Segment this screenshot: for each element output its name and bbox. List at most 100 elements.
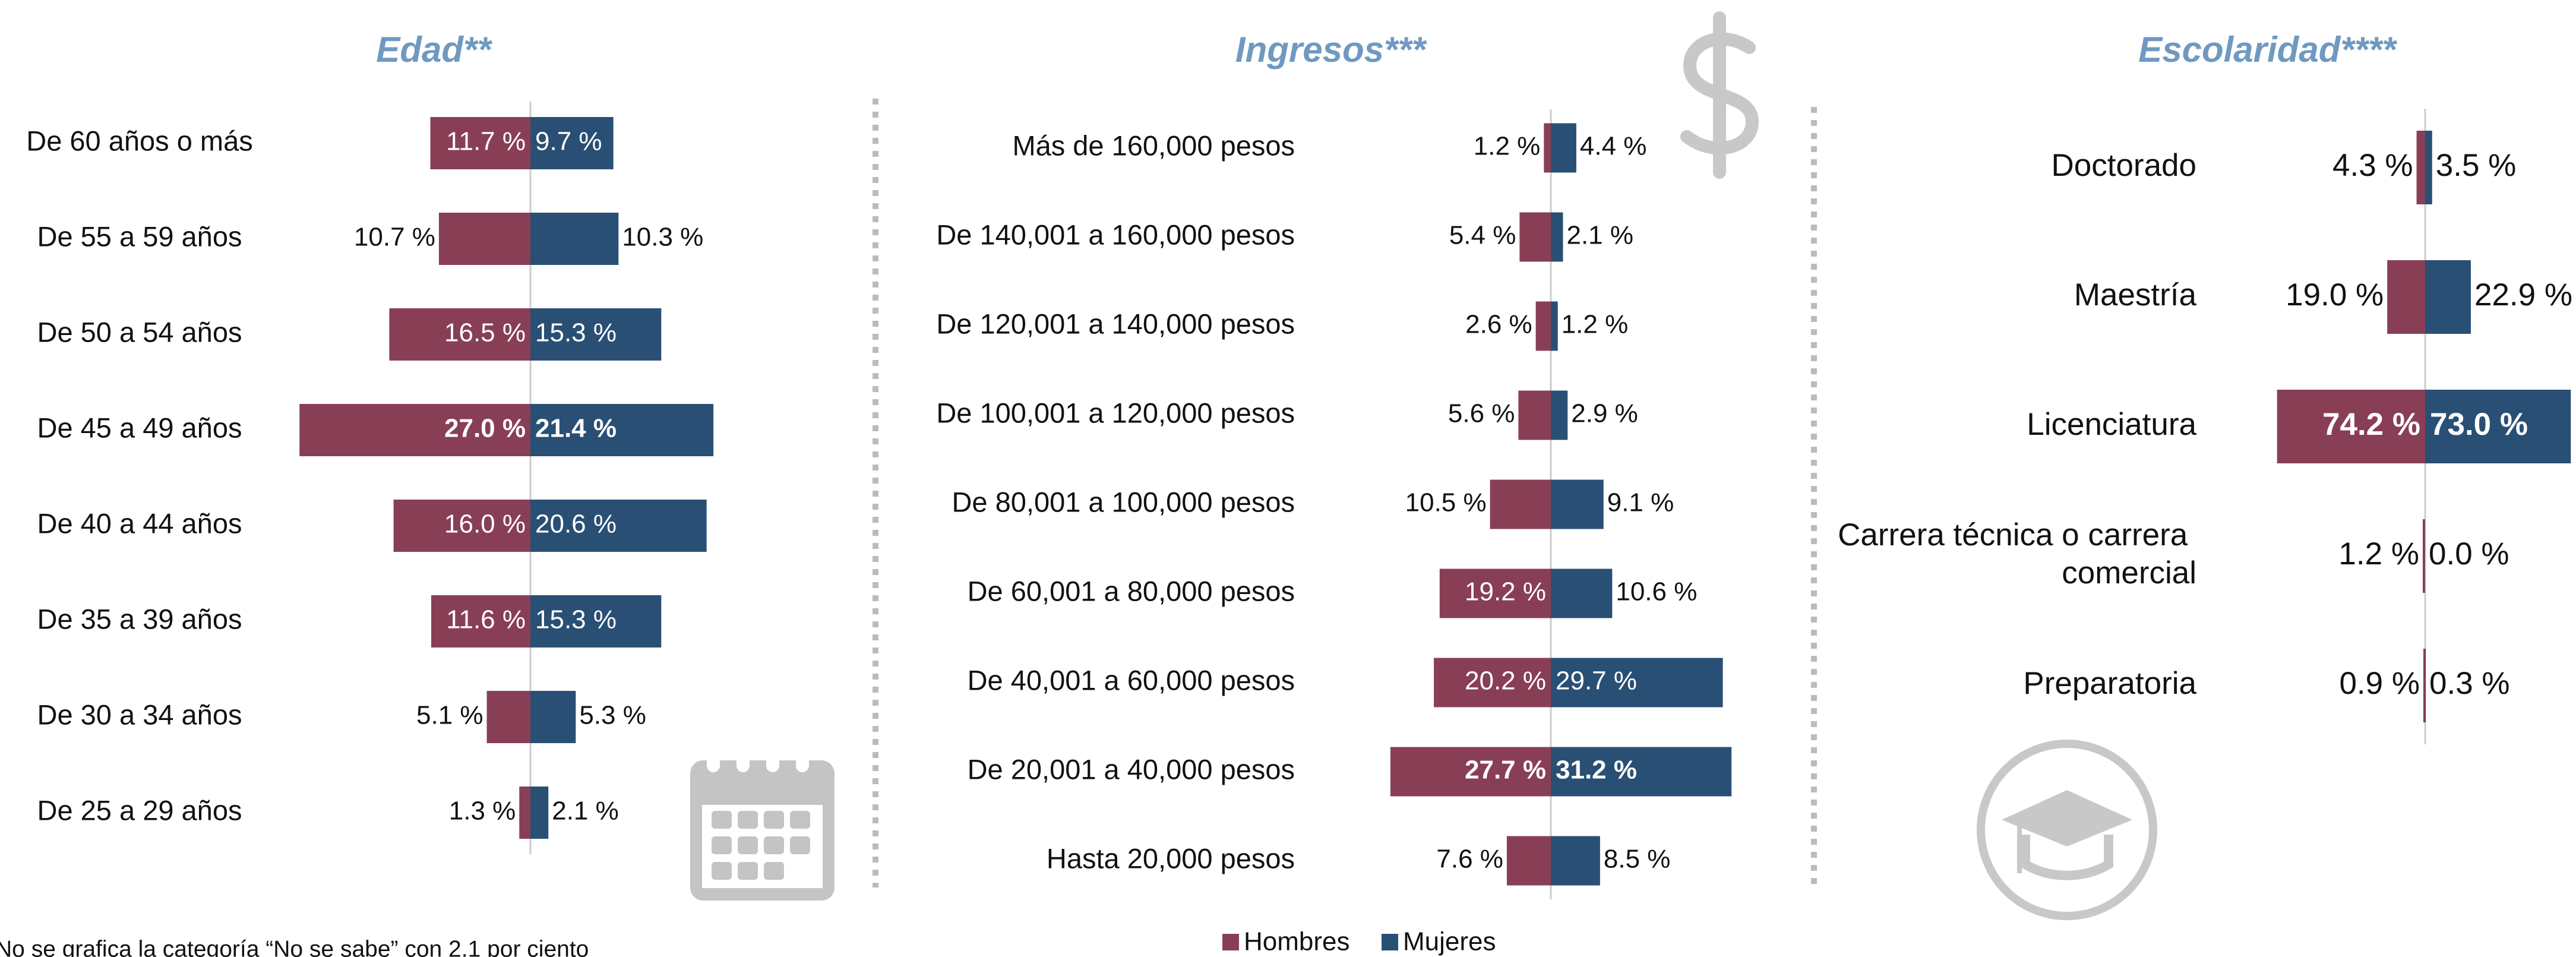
category-label: De 20,001 a 40,000 pesos [968, 753, 1295, 785]
value-label: 9.1 % [1607, 488, 1674, 517]
bar [2425, 390, 2571, 463]
value-label: 2.1 % [1566, 221, 1633, 250]
bar [530, 117, 614, 169]
bar [1390, 747, 1551, 797]
value-label: 5.4 % [1449, 221, 1516, 250]
category-label: Hasta 20,000 pesos [1047, 842, 1295, 874]
category-label: De 80,001 a 100,000 pesos [952, 486, 1295, 517]
bar [2422, 519, 2425, 593]
bar [389, 308, 530, 361]
value-label: 21.4 % [535, 414, 617, 443]
value-label: 27.7 % [1465, 756, 1546, 785]
value-label: 27.0 % [444, 414, 526, 443]
bar [530, 787, 549, 839]
value-label: 4.4 % [1580, 132, 1647, 161]
category-label: De 50 a 54 años [37, 316, 242, 348]
category-label: Más de 160,000 pesos [1012, 130, 1295, 161]
bar [1551, 568, 1613, 618]
bar [431, 595, 530, 648]
bar [1506, 836, 1551, 886]
bar [2277, 390, 2425, 463]
bar [1551, 658, 1723, 708]
category-label: De 45 a 49 años [37, 412, 242, 443]
value-label: 19.2 % [1465, 577, 1546, 607]
value-label: 16.5 % [444, 318, 526, 348]
category-label: De 100,001 a 120,000 pesos [936, 397, 1295, 428]
value-label: 11.6 % [446, 605, 526, 634]
bar [299, 404, 530, 456]
value-label: 5.6 % [1448, 399, 1515, 428]
value-label: 8.5 % [1604, 845, 1671, 874]
bar [2425, 260, 2471, 334]
bar [1490, 479, 1551, 529]
value-label: 0.0 % [2429, 536, 2509, 571]
bar [1551, 301, 1558, 351]
value-label: 10.6 % [1616, 577, 1697, 607]
bar [530, 500, 707, 552]
category-label: De 40 a 44 años [37, 507, 242, 539]
bar [1551, 123, 1576, 173]
bar [1519, 212, 1551, 262]
dollar-icon [1680, 11, 1759, 179]
bar [486, 691, 530, 743]
value-label: 10.5 % [1405, 488, 1487, 517]
bar [530, 404, 714, 456]
bar [1551, 390, 1568, 440]
category-label: De 140,001 a 160,000 pesos [936, 219, 1295, 250]
category-label: De 60,001 a 80,000 pesos [968, 575, 1295, 607]
value-label: 19.0 % [2286, 277, 2384, 312]
legend-swatch [1382, 934, 1398, 950]
chart-title: Ingresos*** [1235, 30, 1427, 70]
value-label: 10.3 % [622, 223, 703, 252]
category-label: De 120,001 a 140,000 pesos [936, 308, 1295, 339]
bar [1544, 123, 1551, 173]
legend-label: Hombres [1244, 927, 1350, 956]
bar [430, 117, 530, 169]
bar [530, 595, 662, 648]
bar [1551, 747, 1732, 797]
bar [530, 213, 619, 265]
value-label: 11.7 % [446, 127, 526, 156]
value-label: 29.7 % [1556, 667, 1637, 696]
value-label: 4.3 % [2332, 148, 2413, 183]
bar [2425, 649, 2426, 722]
value-label: 2.6 % [1465, 310, 1532, 339]
graduation-icon [1977, 740, 2157, 920]
value-label: 1.2 % [1474, 132, 1541, 161]
bar [2387, 260, 2425, 334]
category-label: Carrera técnica o carrera comercial [1838, 517, 2196, 590]
value-label: 10.7 % [354, 223, 435, 252]
value-label: 31.2 % [1556, 756, 1637, 785]
value-label: 3.5 % [2436, 148, 2517, 183]
value-label: 22.9 % [2474, 277, 2572, 312]
category-label: Preparatoria [2023, 666, 2196, 701]
bar [393, 500, 530, 552]
bar [438, 213, 530, 265]
value-label: 2.9 % [1571, 399, 1638, 428]
value-label: 73.0 % [2430, 407, 2528, 442]
bar [530, 691, 576, 743]
bar [1551, 479, 1604, 529]
value-label: 74.2 % [2322, 407, 2420, 442]
value-label: 15.3 % [535, 605, 617, 634]
value-label: 1.2 % [2338, 536, 2419, 571]
bar [530, 308, 662, 361]
footnote: No se grafica la categoría “No se sabe” … [0, 936, 589, 957]
value-label: 5.3 % [579, 701, 646, 730]
category-label: De 25 a 29 años [37, 794, 242, 826]
bar [1439, 568, 1551, 618]
bar [2416, 131, 2425, 204]
value-label: 0.3 % [2429, 666, 2510, 701]
value-label: 16.0 % [444, 510, 526, 539]
category-label: Maestría [2074, 277, 2197, 312]
legend-swatch [1222, 934, 1239, 950]
value-label: 7.6 % [1436, 845, 1503, 874]
category-label: De 30 a 34 años [37, 699, 242, 730]
category-label: De 60 años o más [26, 125, 252, 156]
chart-title: Edad** [376, 30, 492, 70]
value-label: 9.7 % [535, 127, 602, 156]
bar [1518, 390, 1551, 440]
chart-title: Escolaridad**** [2138, 30, 2397, 70]
bar [2425, 131, 2432, 204]
